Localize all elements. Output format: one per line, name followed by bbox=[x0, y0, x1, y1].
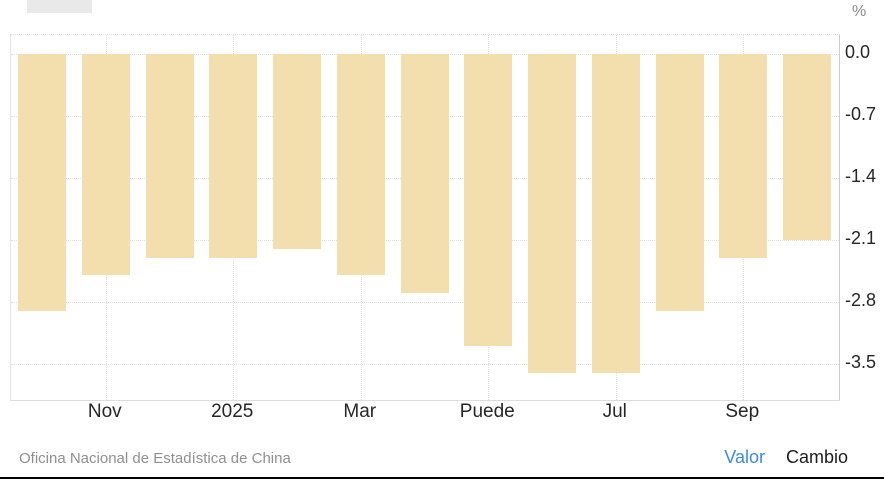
footer-link-cambio[interactable]: Cambio bbox=[785, 447, 848, 467]
footer-links: Valor Cambio bbox=[724, 447, 848, 468]
bar[interactable] bbox=[719, 54, 768, 258]
bar[interactable] bbox=[336, 54, 385, 276]
bar[interactable] bbox=[81, 54, 130, 276]
bar[interactable] bbox=[528, 54, 576, 373]
bar[interactable] bbox=[783, 54, 831, 241]
h-gridline bbox=[11, 363, 839, 365]
h-gridline bbox=[11, 301, 839, 303]
plot-area bbox=[10, 34, 840, 401]
bar[interactable] bbox=[209, 54, 258, 258]
bottom-divider bbox=[0, 477, 884, 479]
x-tick-label: Sep bbox=[725, 401, 760, 422]
x-tick-label: Jul bbox=[602, 401, 627, 422]
x-tick-label: Nov bbox=[87, 401, 122, 422]
y-tick-label: -2.1 bbox=[845, 228, 877, 249]
x-tick-label: 2025 bbox=[211, 401, 254, 422]
bar[interactable] bbox=[273, 54, 321, 249]
bar[interactable] bbox=[591, 54, 640, 373]
bar[interactable] bbox=[400, 54, 449, 294]
header-button-placeholder[interactable] bbox=[27, 0, 92, 13]
y-tick-label: -1.4 bbox=[845, 166, 877, 187]
y-tick-label: -0.7 bbox=[845, 104, 877, 125]
x-tick-label: Mar bbox=[343, 401, 377, 422]
bar[interactable] bbox=[145, 54, 194, 258]
bar[interactable] bbox=[18, 54, 66, 311]
y-tick-label: -3.5 bbox=[845, 351, 877, 372]
y-tick-label: 0.0 bbox=[845, 42, 871, 63]
footer-link-valor[interactable]: Valor bbox=[724, 447, 765, 467]
x-tick-label: Puede bbox=[459, 401, 515, 422]
y-tick-label: -2.8 bbox=[845, 289, 877, 310]
bar[interactable] bbox=[655, 54, 704, 311]
y-axis-unit-label: % bbox=[852, 3, 867, 20]
source-attribution-link[interactable]: Oficina Nacional de Estadística de China bbox=[19, 450, 291, 467]
bar[interactable] bbox=[464, 54, 513, 347]
